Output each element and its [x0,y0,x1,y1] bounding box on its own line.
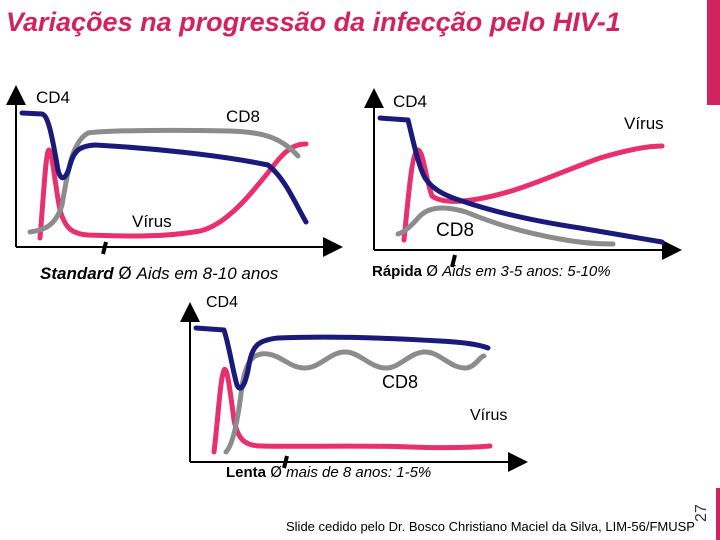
slow-cd4-curve [193,325,491,391]
slow-cd8-label: CD8 [382,372,419,392]
slide-number: 27 [693,494,719,524]
rapid-time-marker [450,254,457,268]
rapid-cd4-label: CD4 [393,92,428,111]
slow-virus-curve [211,366,493,455]
rapid-cd8-curve [395,205,616,247]
standard-caption: Standard Ø Aids em 8-10 anos [40,264,278,284]
slow-cd4-label: CD4 [206,294,239,311]
panel-standard [6,85,343,257]
rapid-caption-prefix: Rápida [372,263,423,280]
slow-caption: Lenta Ø mais de 8 anos: 1-5% [226,463,431,481]
standard-cd8-curve [27,127,301,235]
rapid-caption: Rápida Ø Aids em 3-5 anos: 5-10% [372,262,611,280]
standard-time-marker [101,241,108,255]
standard-caption-prefix: Standard [40,264,114,283]
slow-cd8-curve [223,349,487,455]
rapid-cd4-curve [377,115,665,245]
slide-number-bar [716,488,720,540]
standard-cd8-label: CD8 [226,107,261,126]
standard-caption-text: Aids em 8-10 anos [136,264,279,283]
slow-virus-label: Vírus [470,407,508,424]
slow-caption-prefix: Lenta [226,464,267,481]
slide-credit: Slide cedido pelo Dr. Bosco Christiano M… [286,519,695,534]
panel-rapid [364,88,682,268]
standard-cd4-label: CD4 [36,88,71,107]
slow-caption-text: mais de 8 anos: 1-5% [286,464,432,481]
rapid-caption-text: Aids em 3-5 anos: 5-10% [442,263,611,280]
standard-virus-label: Vírus [132,212,172,231]
standard-cd4-curve [19,110,309,225]
slow-arrow-icon: Ø [270,463,282,481]
panel-slow [180,302,528,472]
slide-title: Variações na progressão da infecção pelo… [6,7,621,37]
slow-time-marker [282,455,289,469]
rapid-virus-label: Vírus [624,114,664,133]
standard-arrow-icon: Ø [118,264,132,284]
slide-number-text: 27 [693,504,710,522]
rapid-cd8-label: CD8 [436,220,475,241]
rapid-arrow-icon: Ø [426,262,438,280]
standard-virus-curve [37,141,309,241]
accent-bar [707,0,720,105]
